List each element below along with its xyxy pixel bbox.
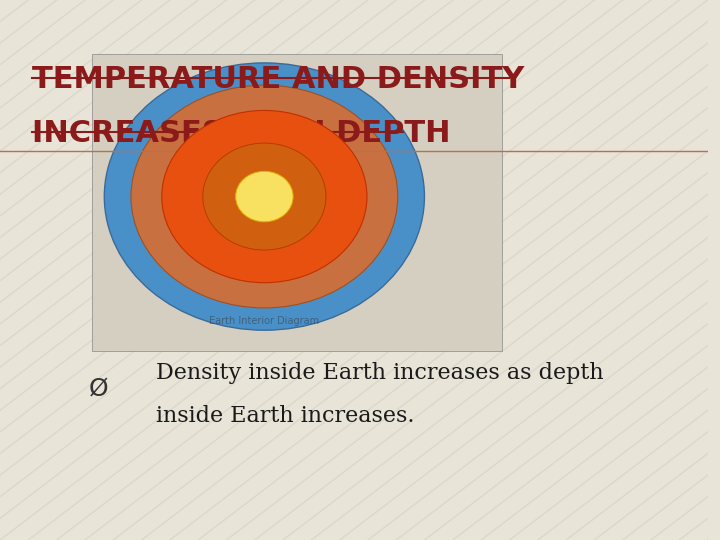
Ellipse shape [162, 111, 367, 283]
Ellipse shape [235, 171, 293, 222]
Text: TEMPERATURE AND DENSITY: TEMPERATURE AND DENSITY [32, 65, 524, 94]
Ellipse shape [104, 63, 424, 330]
Ellipse shape [203, 143, 326, 250]
Text: Density inside Earth increases as depth: Density inside Earth increases as depth [156, 362, 603, 383]
Ellipse shape [131, 85, 397, 308]
Text: inside Earth increases.: inside Earth increases. [156, 405, 414, 427]
Text: Ø: Ø [89, 377, 109, 401]
Text: INCREASES WITH DEPTH: INCREASES WITH DEPTH [32, 119, 450, 148]
Text: Earth Interior Diagram: Earth Interior Diagram [210, 316, 320, 326]
FancyBboxPatch shape [92, 54, 503, 351]
